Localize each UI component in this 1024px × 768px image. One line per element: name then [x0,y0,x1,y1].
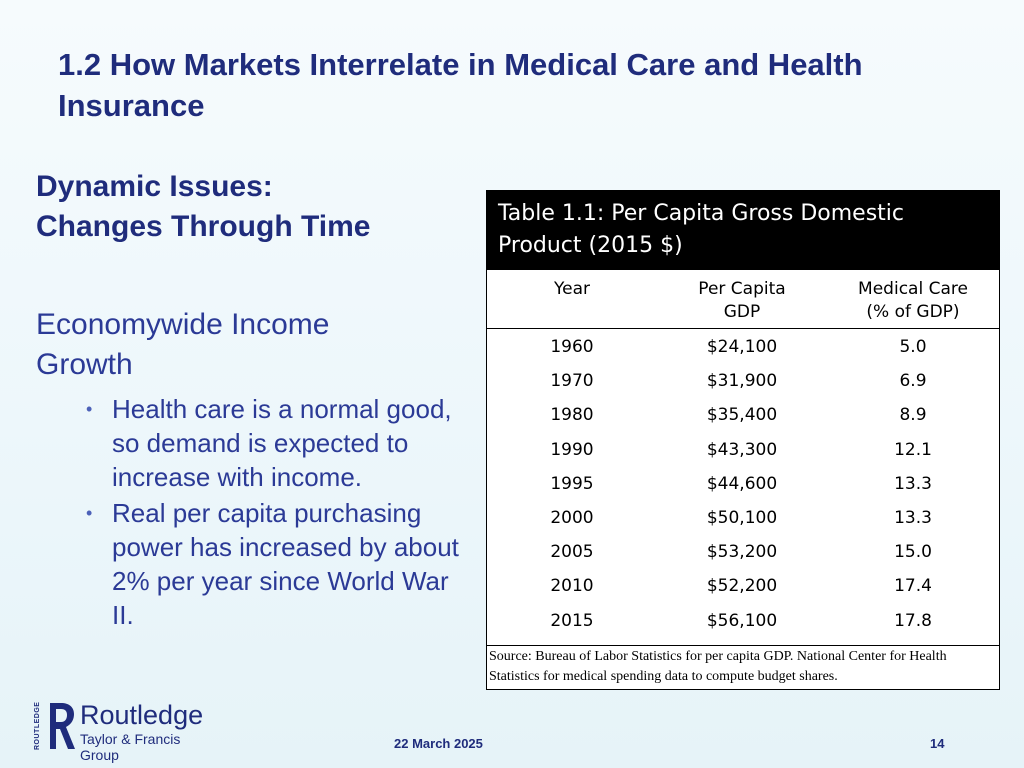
cell-medical: 17.4 [894,576,932,597]
cell-medical: 8.9 [899,405,927,426]
subtitle-line-2: Changes Through Time [36,210,371,243]
cell-medical: 17.8 [894,610,932,631]
cell-gdp: $35,400 [706,405,778,426]
table-row: 1960 $24,100 5.0 [487,335,999,369]
cell-medical: 5.0 [899,337,927,357]
bullet-text: Real per capita purchasing power has inc… [112,498,459,630]
column-header-medical-line-1: Medical Care [858,279,968,299]
cell-year: 1995 [550,473,594,494]
table-source-note: Source: Bureau of Labor Statistics for p… [487,644,999,689]
cell-year: 1990 [550,439,594,460]
cell-year: 1970 [550,371,594,392]
subtitle-line-1: Dynamic Issues: [36,170,273,203]
cell-year: 1980 [550,405,594,426]
cell-year: 2010 [550,576,594,597]
table-caption-line-2: Product (2015 $) [498,233,683,258]
cell-year: 2015 [550,610,594,631]
table-row: 1980 $35,400 8.9 [487,403,999,437]
cell-gdp: $43,300 [706,439,778,460]
cell-year: 1960 [550,337,594,357]
bullet-item: • Real per capita purchasing power has i… [84,496,464,632]
table-row: 1970 $31,900 6.9 [487,369,999,403]
table-row: 1990 $43,300 12.1 [487,438,999,472]
cell-gdp: $24,100 [706,337,778,357]
bullet-item: • Health care is a normal good, so deman… [84,392,464,494]
bullet-dot-icon: • [86,503,93,523]
cell-medical: 13.3 [894,507,932,528]
bullet-dot-icon: • [86,399,93,419]
cell-year: 2000 [550,507,594,528]
column-header-gdp-line-1: Per Capita [698,279,786,299]
cell-gdp: $53,200 [706,542,778,563]
cell-medical: 6.9 [899,371,927,392]
table-row: 2000 $50,100 13.3 [487,506,999,540]
cell-gdp: $52,200 [706,576,778,597]
column-header-gdp: Per Capita GDP [657,278,827,324]
bullet-text: Health care is a normal good, so demand … [112,394,452,492]
section-line-1: Economywide Income [36,308,330,341]
cell-medical: 12.1 [894,439,932,460]
column-header-year: Year [487,278,657,324]
column-header-year-text: Year [554,279,590,299]
table-row: 2015 $56,100 17.8 [487,609,999,643]
routledge-r-icon [50,703,75,749]
table-body: 1960 $24,100 5.0 1970 $31,900 6.9 1980 $… [487,329,999,645]
cell-medical: 15.0 [894,542,932,563]
cell-gdp: $44,600 [706,473,778,494]
column-header-gdp-line-2: GDP [723,302,761,322]
table-header-row: Year Per Capita GDP Medical Care (% of G… [487,270,999,329]
table-row: 2005 $53,200 15.0 [487,540,999,574]
slide-title: 1.2 How Markets Interrelate in Medical C… [58,47,863,123]
column-header-medical-line-2: (% of GDP) [866,302,960,322]
gdp-table: Table 1.1: Per Capita Gross Domestic Pro… [486,190,1000,690]
section-line-2: Growth [36,348,133,381]
bullet-list: • Health care is a normal good, so deman… [84,392,464,634]
cell-year: 2005 [550,542,594,563]
cell-gdp: $31,900 [706,371,778,392]
page-number: 14 [930,736,945,751]
cell-gdp: $56,100 [706,610,778,631]
table-row: 2010 $52,200 17.4 [487,574,999,608]
routledge-logo: ROUTLEDGE Routledge Taylor & Francis Gro… [34,699,216,763]
column-header-medical: Medical Care (% of GDP) [827,278,999,324]
cell-medical: 13.3 [894,473,932,494]
footer-date: 22 March 2025 [394,736,483,751]
table-caption: Table 1.1: Per Capita Gross Domestic Pro… [487,191,999,270]
table-row: 1995 $44,600 13.3 [487,472,999,506]
logo-side-text: ROUTLEDGE [34,701,41,751]
cell-gdp: $50,100 [706,507,778,528]
slide-subtitle: Dynamic Issues: Changes Through Time [36,167,370,247]
section-heading: Economywide Income Growth [36,305,456,385]
table-caption-line-1: Table 1.1: Per Capita Gross Domestic [498,201,905,226]
logo-group: Taylor & Francis Group [80,731,181,763]
logo-name: Routledge [80,700,204,730]
